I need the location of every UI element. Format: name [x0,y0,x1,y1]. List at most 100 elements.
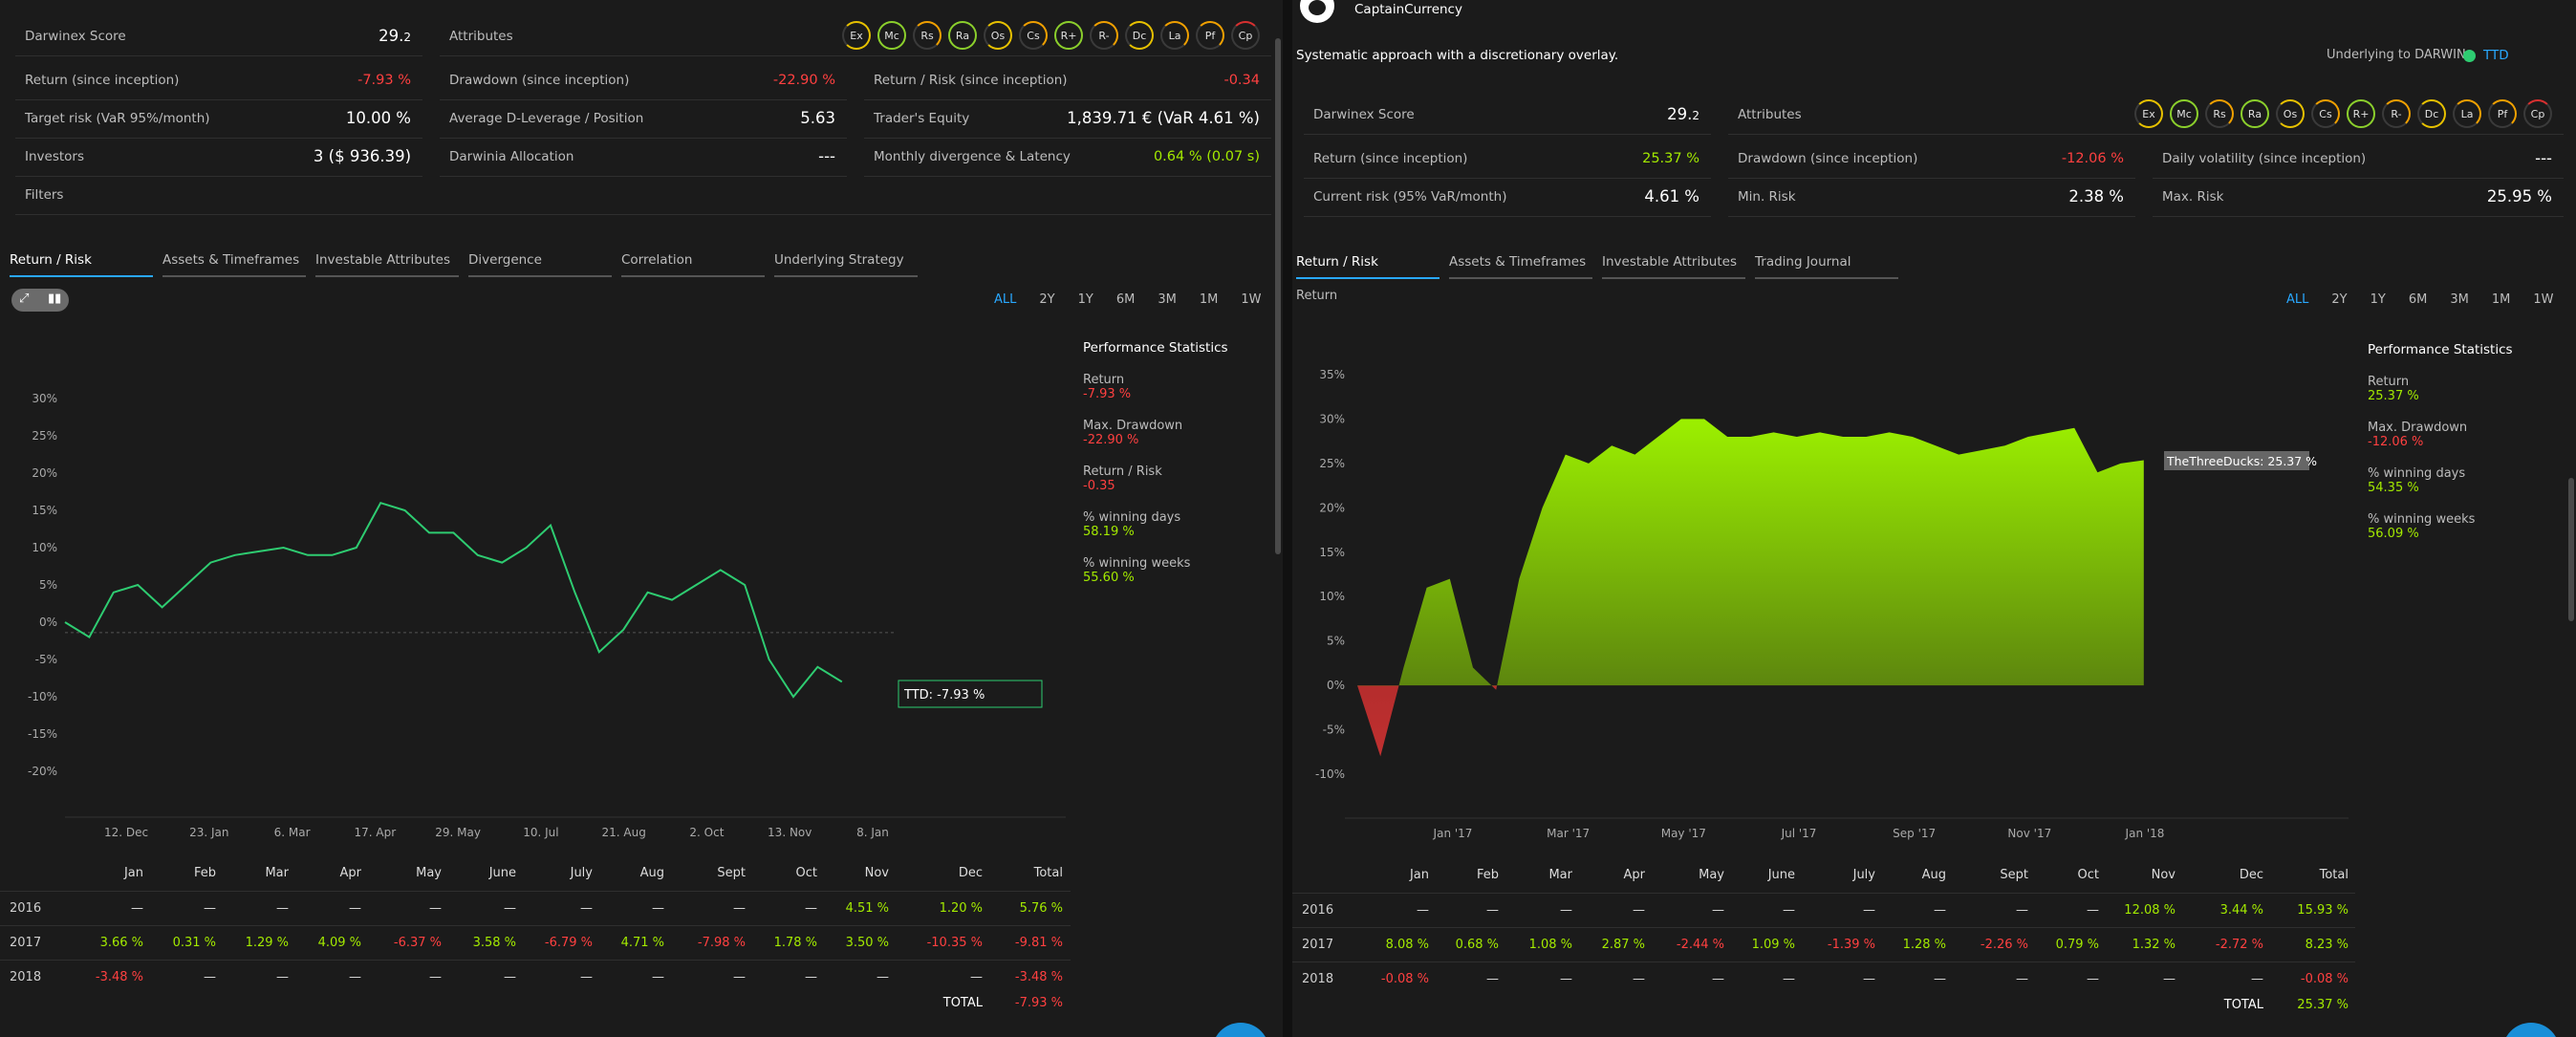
right-performance-items: Return 25.37 % Max. Drawdown -12.06 % % winn… [2368,375,2513,541]
table-cell: 5.76 % [1019,901,1063,916]
chart-mode-toggle[interactable]: ⤢ ▮▮ [11,289,69,312]
attribute-badge-cp-icon[interactable]: Cp [2523,99,2552,128]
attribute-badge-dc-icon[interactable]: Dc [1125,21,1154,50]
attribute-badge-ex-icon[interactable]: Ex [2134,99,2163,128]
period-1y[interactable]: 1Y [1077,292,1093,307]
period-6m[interactable]: 6M [2408,292,2428,307]
tab-assets-timeframes[interactable]: Assets & Timeframes [162,252,306,277]
tab-return-risk[interactable]: Return / Risk [1296,254,1440,279]
attribute-badge-ra-icon[interactable]: Ra [948,21,977,50]
period-all[interactable]: ALL [994,292,1017,307]
period-all[interactable]: ALL [2286,292,2309,307]
right-min-risk-box: Min. Risk 2.38 % [1728,178,2135,217]
attributes-box: Attributes Ex Mc Rs Ra Os Cs R+ R- Dc La Pf Cp [440,17,1271,56]
period-1w[interactable]: 1W [2533,292,2554,307]
left-scrollbar[interactable] [1275,38,1281,554]
attribute-badge-la-icon[interactable]: La [1160,21,1189,50]
perf-label-return-risk: Return / Risk [1083,464,1162,479]
x-tick-label: 6. Mar [274,826,311,839]
period-3m[interactable]: 3M [1158,292,1177,307]
right-floating-action-button[interactable] [2502,1023,2560,1037]
table-cell: -3.48 % [95,970,143,984]
return-risk-value: -0.34 [1223,73,1260,88]
right-return-chart: 35% 30% 25% 20% 15% 10% 5% 0% -5% -10% Jan '17 Mar… [1315,368,2349,840]
left-series-line-ttd [64,502,843,699]
table-cell: — [1783,972,1795,986]
header-nov: Nov [864,866,889,880]
header-aug: Aug [639,866,664,880]
table-cell: -0.08 % [2300,972,2349,986]
attribute-badge-rminus-icon[interactable]: R- [1090,21,1118,50]
attribute-badge-pf-icon[interactable]: Pf [2488,99,2517,128]
attribute-badge-mc-icon[interactable]: Mc [2170,99,2198,128]
attribute-badge-os-icon[interactable]: Os [2276,99,2305,128]
right-volatility-value: --- [2535,149,2552,167]
right-max-risk-value: 25.95 % [2486,187,2552,205]
period-1m[interactable]: 1M [2491,292,2511,307]
tab-investable-attributes[interactable]: Investable Attributes [315,252,459,277]
attribute-badge-cs-icon[interactable]: Cs [2311,99,2340,128]
tab-assets-timeframes[interactable]: Assets & Timeframes [1449,254,1592,279]
attribute-badge-rs-icon[interactable]: Rs [2205,99,2234,128]
attribute-badge-la-icon[interactable]: La [2453,99,2481,128]
period-3m[interactable]: 3M [2450,292,2469,307]
period-1w[interactable]: 1W [1241,292,1262,307]
x-tick-label: Nov '17 [2007,827,2051,840]
attribute-badge-rplus-icon[interactable]: R+ [1054,21,1083,50]
attribute-badge-pf-icon[interactable]: Pf [1196,21,1224,50]
table-row: 2018 -0.08 % — — — — — — — — — — — -0.08 % [1292,961,2355,997]
right-max-risk-label: Max. Risk [2162,189,2224,205]
attribute-badge-cs-icon[interactable]: Cs [1019,21,1048,50]
table-cell: -9.81 % [1014,936,1063,950]
perf-value-max-drawdown: -12.06 % [2368,435,2424,449]
x-tick-label: 12. Dec [104,826,148,839]
attribute-badge-os-icon[interactable]: Os [984,21,1012,50]
left-tooltip-box [898,680,1043,708]
y-tick-label: 0% [39,616,57,629]
table-cell: — [1633,903,1645,918]
header-oct: Oct [2077,868,2099,882]
trader-name[interactable]: CaptainCurrency [1354,2,1462,17]
attribute-badge-dc-icon[interactable]: Dc [2417,99,2446,128]
perf-value-max-drawdown: -22.90 % [1083,433,1139,447]
header-apr: Apr [339,866,362,880]
header-dec: Dec [958,866,983,880]
period-6m[interactable]: 6M [1115,292,1136,307]
attribute-badge-cp-icon[interactable]: Cp [1231,21,1260,50]
period-2y[interactable]: 2Y [2331,292,2348,307]
attribute-badge-rminus-icon[interactable]: R- [2382,99,2411,128]
tab-underlying-strategy[interactable]: Underlying Strategy [774,252,918,277]
attribute-badge-mc-icon[interactable]: Mc [877,21,906,50]
tab-return-risk[interactable]: Return / Risk [10,252,153,277]
underlying-darwin-link[interactable]: TTD [2483,48,2509,63]
table-cell: — [580,970,593,984]
y-tick-label: -15% [28,727,57,741]
left-performance-items: Return -7.93 % Max. Drawdown -22.90 % Return… [1083,373,1228,585]
filters-label[interactable]: Filters [25,187,64,203]
right-scrollbar[interactable] [2568,478,2574,621]
tab-divergence[interactable]: Divergence [468,252,612,277]
tab-trading-journal[interactable]: Trading Journal [1755,254,1898,279]
period-1y[interactable]: 1Y [2370,292,2386,307]
period-2y[interactable]: 2Y [1039,292,1055,307]
header-oct: Oct [795,866,817,880]
tab-investable-attributes[interactable]: Investable Attributes [1602,254,1745,279]
table-cell: — [652,901,664,916]
x-tick-label: May '17 [1661,827,1706,840]
period-1m[interactable]: 1M [1199,292,1219,307]
right-return-label: Return (since inception) [1313,151,1468,166]
table-cell: 1.78 % [773,936,817,950]
filters-box[interactable]: Filters [15,176,1271,215]
attribute-badge-rs-icon[interactable]: Rs [913,21,942,50]
left-floating-action-button[interactable] [1212,1023,1269,1037]
header-apr: Apr [1623,868,1646,882]
line-chart-icon[interactable]: ⤢ [19,292,30,306]
investors-box: Investors 3 ($ 936.39) [15,138,422,177]
total-value: -7.93 % [1014,996,1063,1010]
bar-chart-icon[interactable]: ▮▮ [48,292,62,306]
attribute-badge-rplus-icon[interactable]: R+ [2347,99,2375,128]
table-cell: — [1712,903,1724,918]
tab-correlation[interactable]: Correlation [621,252,765,277]
attribute-badge-ex-icon[interactable]: Ex [842,21,871,50]
attribute-badge-ra-icon[interactable]: Ra [2240,99,2269,128]
